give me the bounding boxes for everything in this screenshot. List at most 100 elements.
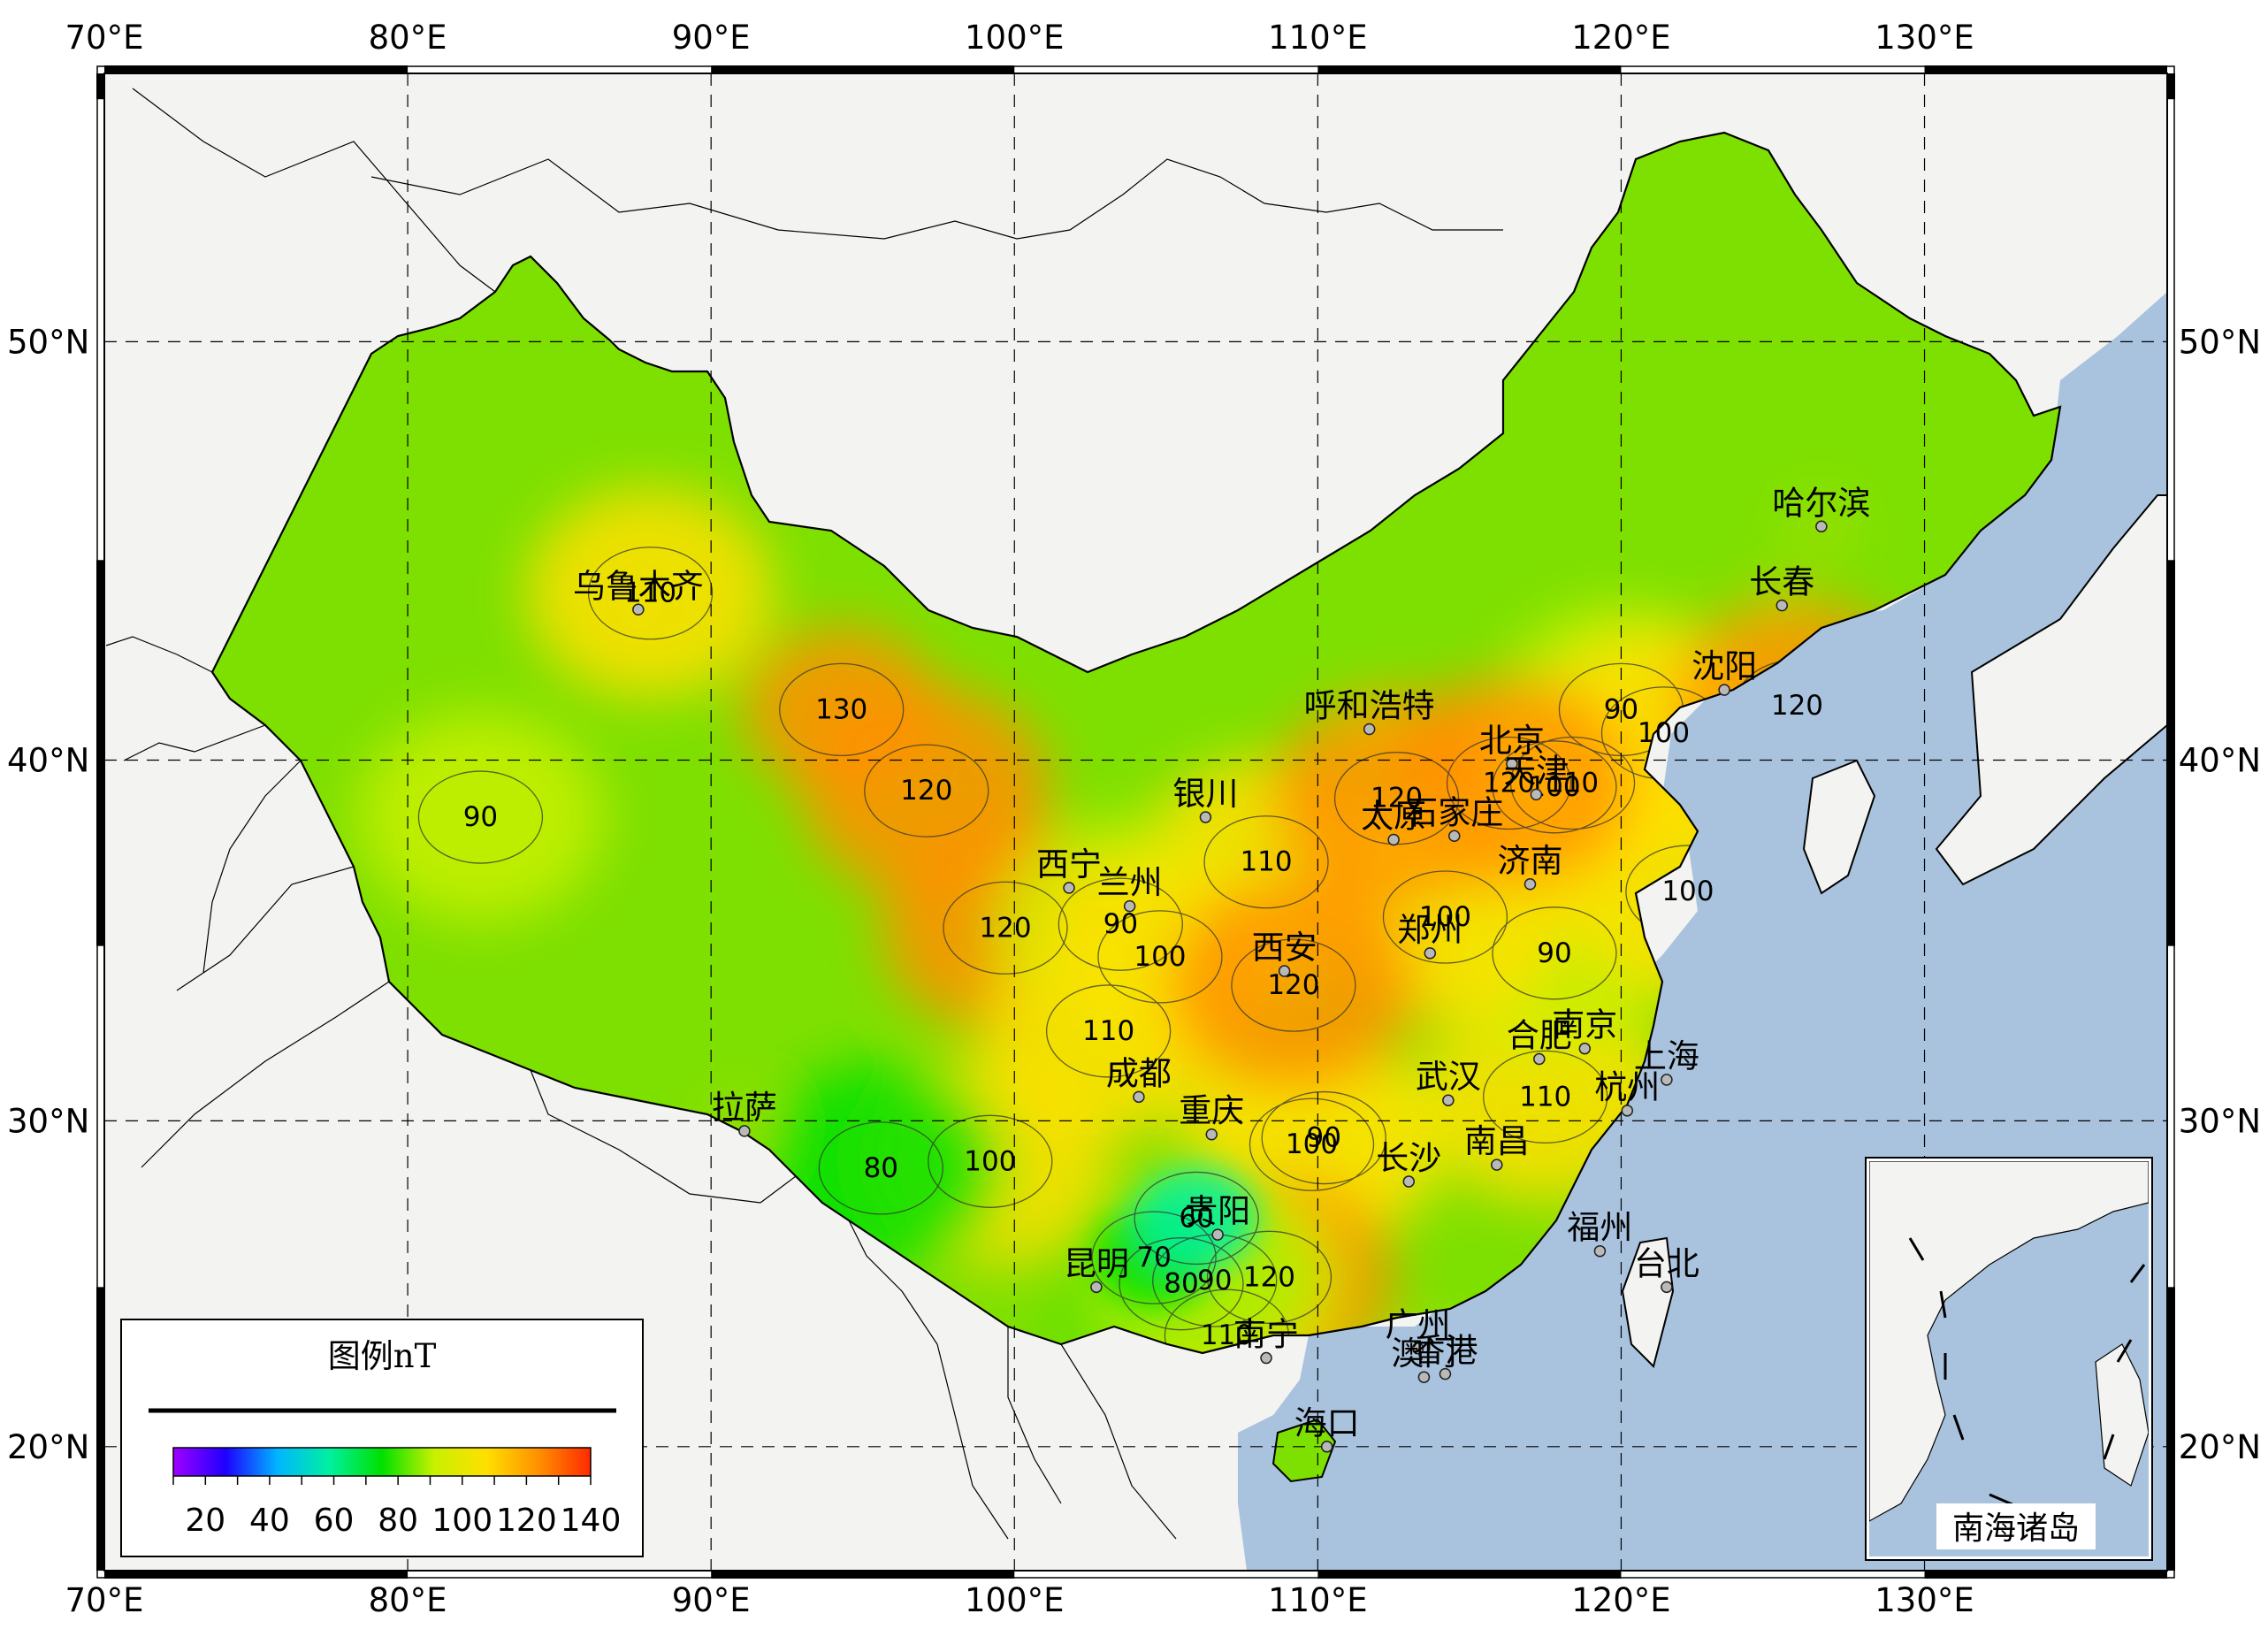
city-dot [1278,965,1291,977]
contour-label: 120 [979,912,1031,944]
contour-label: 110 [1240,846,1292,878]
city-label: 天津 [1503,752,1569,790]
legend-tick-label: 60 [314,1503,355,1539]
city-dot [1211,1228,1224,1241]
city-label: 兰州 [1097,864,1163,902]
legend-tick-label: 40 [249,1503,290,1539]
city-label: 石家庄 [1405,793,1503,831]
taiwan-island [1621,1236,1675,1368]
city-dot [1621,1105,1634,1117]
contour-label: 110 [1082,1015,1134,1047]
city-dot [1417,1371,1431,1383]
lat-tick-left: 50°N [7,323,89,361]
borders-layer [105,88,2062,1540]
city-label: 西安 [1252,929,1317,967]
city-label: 长沙 [1376,1139,1441,1177]
lat-tick-right: 40°N [2179,741,2261,779]
legend-tick-label: 120 [496,1503,557,1539]
city-label: 广州 [1386,1306,1451,1344]
contour-label: 120 [1267,969,1319,1001]
contour-label: 120 [1243,1261,1295,1293]
map-frame [96,65,2175,1579]
contour-label: 100 [1286,1128,1338,1160]
inset-label: 南海诸岛 [1952,1510,2080,1547]
contour-label: 90 [463,801,498,833]
lat-tick-right: 20°N [2179,1428,2261,1466]
lon-tick-bottom: 90°E [672,1581,751,1619]
city-dot [1363,723,1376,736]
city-dot [1593,1244,1607,1258]
lon-tick-bottom: 70°E [65,1581,144,1619]
contour-label: 90 [1103,908,1138,940]
city-dot [1205,1128,1218,1141]
city-label: 南昌 [1464,1122,1530,1160]
lat-tick-left: 30°N [7,1102,89,1140]
legend-ticks: 20 40 60 80 100 120 140 [172,1476,622,1539]
contour-label: 100 [1419,901,1471,933]
lon-tick-bottom: 80°E [369,1581,447,1619]
city-dot [1090,1281,1103,1294]
city-dot [1530,788,1543,801]
legend-tick-label: 140 [561,1503,622,1539]
city-label: 长春 [1749,563,1814,601]
city-label: 香港 [1412,1332,1478,1370]
city-label: 银川 [1172,775,1238,813]
legend-tick-label: 80 [378,1503,418,1539]
city-label: 澳门 [1391,1335,1456,1373]
contour-label: 100 [1638,717,1690,749]
contour-label: 120 [900,775,952,807]
inset-land [1869,1161,2149,1522]
contour-label: 90 [1306,1122,1340,1154]
lon-tick-top: 110°E [1268,19,1368,57]
city-label: 福州 [1567,1209,1632,1247]
city-dot [1775,599,1789,612]
city-label: 北京 [1479,722,1545,760]
city-dot [1447,830,1461,843]
city-label: 重庆 [1179,1092,1244,1130]
city-label: 乌鲁木齐 [573,567,704,605]
contour-label: 90 [1604,693,1638,725]
contour-label: 130 [815,693,867,725]
lat-tick-left: 40°N [7,741,89,779]
city-dot [1402,1175,1416,1188]
contour-label: 80 [864,1152,898,1184]
city-label: 哈尔滨 [1772,484,1870,522]
lon-tick-top: 130°E [1875,19,1974,57]
city-label: 昆明 [1064,1244,1129,1282]
city-label: 南京 [1552,1006,1617,1044]
city-dot [1661,1281,1673,1294]
contour-label: 110 [1519,1081,1571,1113]
lon-tick-top: 90°E [672,19,751,57]
city-dot [632,603,645,616]
city-dot [1387,833,1400,846]
lon-tick-bottom: 110°E [1268,1581,1368,1619]
city-label: 杭州 [1594,1068,1660,1106]
city-dot [1260,1351,1272,1365]
contour-label: 60 [1179,1202,1213,1234]
contour-label: 100 [964,1145,1016,1177]
lon-tick-top: 80°E [369,19,447,57]
city-dot [1533,1052,1546,1066]
city-dot [1123,899,1136,913]
contour-labels: 1301201201101101101101101109090909090100… [463,577,1823,1351]
city-dot [1133,1090,1145,1104]
legend-tick-label: 20 [185,1503,225,1539]
city-label: 拉萨 [712,1089,777,1127]
lon-tick-bottom: 130°E [1875,1581,1974,1619]
city-label: 沈阳 [1691,647,1757,685]
city-label: 合肥 [1507,1016,1572,1054]
city-dot [1199,811,1212,823]
contour-label: 70 [1136,1242,1171,1273]
axis-labels: 70°E 70°E 80°E 80°E 90°E 90°E 100°E 100°E 110°E 1… [7,19,2261,1619]
city-dot [1506,758,1518,770]
contour-label: 110 [624,577,676,609]
contour-label: 110 [1201,1319,1253,1351]
city-dot [1439,1367,1452,1380]
legend-colorbar [172,1447,592,1477]
lat-tick-right: 50°N [2179,323,2261,361]
legend-box: 图例nT 20 40 60 80 100 120 140 [120,1319,644,1557]
contour-label: 120 [1771,690,1823,722]
contour-label: 90 [1537,937,1571,969]
